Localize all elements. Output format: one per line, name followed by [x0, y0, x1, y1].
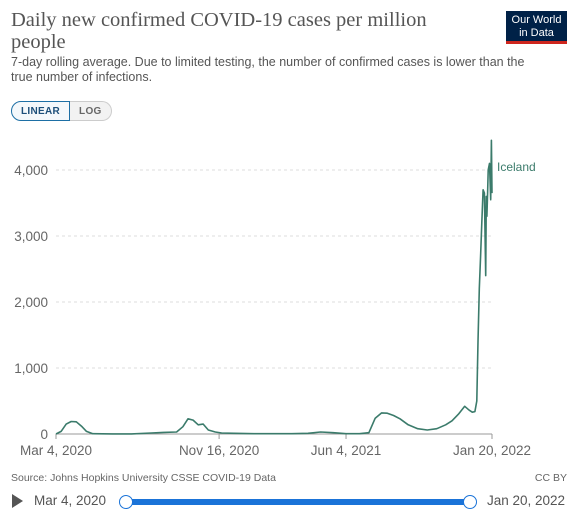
grid-lines: [56, 169, 492, 369]
y-tick-label: 3,000: [14, 229, 48, 244]
scale-toggle: LINEAR LOG: [11, 101, 112, 121]
logo-line-2: in Data: [519, 27, 554, 39]
x-tick-label: Jun 4, 2021: [311, 443, 382, 458]
y-tick-label: 1,000: [14, 361, 48, 376]
source-note[interactable]: Source: Johns Hopkins University CSSE CO…: [11, 472, 276, 484]
owid-logo[interactable]: Our World in Data: [506, 11, 567, 44]
x-axis: Mar 4, 2020 Nov 16, 2020 Jun 4, 2021 Jan 20…: [20, 433, 531, 458]
linear-scale-button[interactable]: LINEAR: [11, 101, 71, 121]
chart-title: Daily new confirmed COVID-19 cases per m…: [11, 9, 427, 53]
y-tick-label: 0: [40, 427, 48, 442]
license-label[interactable]: CC BY: [534, 472, 567, 484]
series-line-iceland[interactable]: [55, 139, 493, 435]
y-tick-label: 2,000: [14, 295, 48, 310]
x-tick-label: Jan 20, 2022: [453, 443, 531, 458]
x-tick-label: Mar 4, 2020: [20, 443, 92, 458]
timeline-track[interactable]: [126, 499, 471, 505]
chart-subtitle: 7-day rolling average. Due to limited te…: [11, 55, 525, 84]
series-lines: Iceland: [55, 139, 536, 435]
line-chart: 0 1,000 2,000 3,000 4,000 Mar 4, 2020 Nov 16,…: [14, 139, 536, 458]
timeline-end-label: Jan 20, 2022: [487, 493, 566, 508]
timeline-start-handle[interactable]: [119, 495, 133, 509]
timeline-start-label: Mar 4, 2020: [34, 493, 107, 508]
logo-line-1: Our World: [511, 14, 562, 26]
series-label: Iceland: [497, 160, 536, 174]
log-scale-button[interactable]: LOG: [70, 101, 112, 121]
timeline-end-handle[interactable]: [463, 495, 477, 509]
x-tick-label: Nov 16, 2020: [179, 443, 259, 458]
play-icon[interactable]: [12, 494, 23, 508]
logo-accent-bar: [506, 41, 567, 44]
y-tick-label: 4,000: [14, 163, 48, 178]
y-axis-ticks: 0 1,000 2,000 3,000 4,000: [14, 163, 48, 442]
